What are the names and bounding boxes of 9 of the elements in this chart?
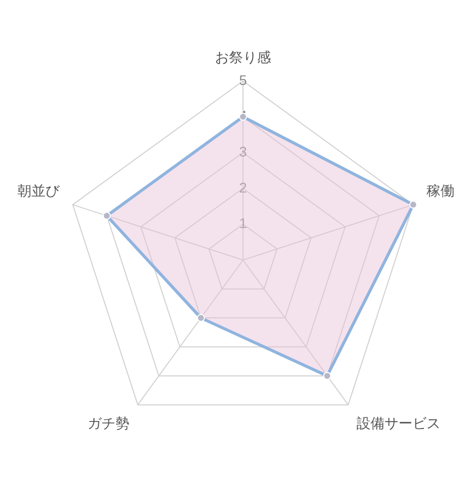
spoke-label: 設備サービス [356, 416, 440, 432]
y-tick-label: 2 [239, 179, 248, 196]
y-tick-label: 1 [239, 215, 248, 232]
y-tick-label: 5 [239, 72, 248, 88]
spoke-label: 稼働 [426, 184, 455, 200]
spoke-label: お祭り感 [215, 50, 271, 66]
y-tick-label: 3 [239, 143, 248, 160]
spoke-label: ガチ勢 [88, 416, 130, 432]
spoke-label: 朝並び [17, 184, 60, 200]
